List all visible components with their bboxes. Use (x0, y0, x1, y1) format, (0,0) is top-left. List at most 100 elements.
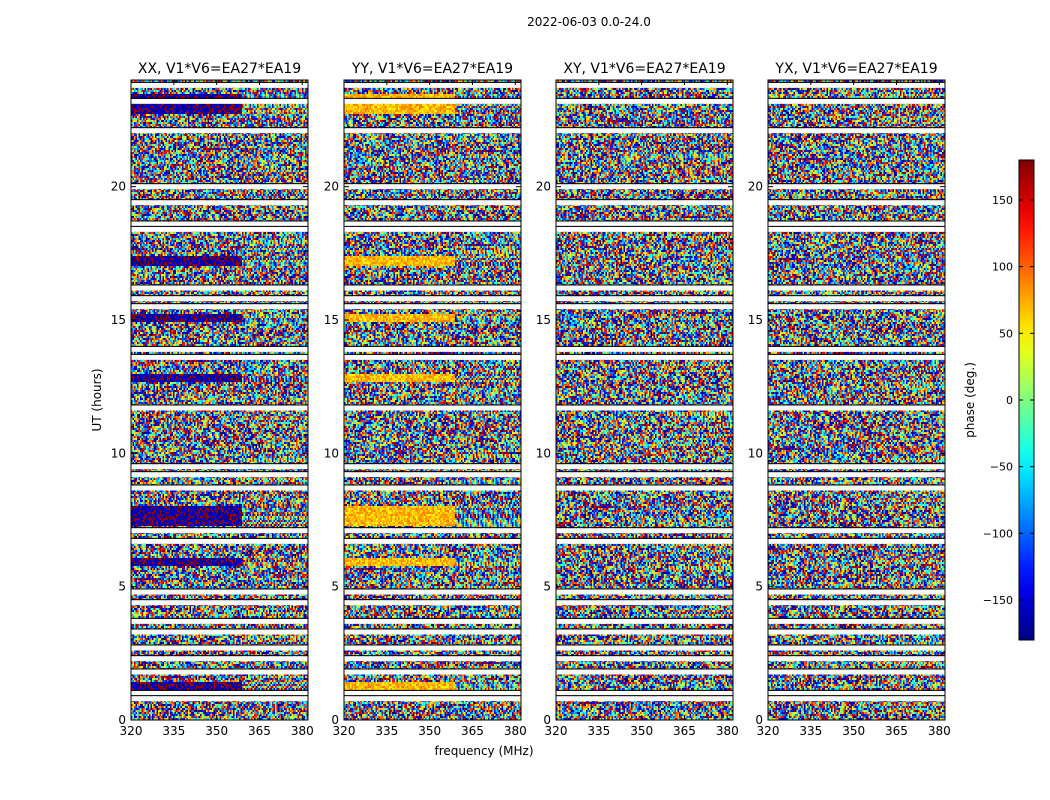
flagged-row (556, 128, 733, 134)
flagged-row (556, 405, 733, 411)
x-tick-label: 335 (375, 724, 398, 738)
flagged-row (768, 354, 945, 360)
flagged-row (768, 690, 945, 696)
flagged-row (131, 472, 308, 478)
flagged-row (556, 690, 733, 696)
flagged-row (131, 528, 308, 534)
x-tick-label: 335 (587, 724, 610, 738)
flagged-row (556, 589, 733, 595)
flagged-row (131, 600, 308, 606)
flagged-row (131, 696, 308, 702)
flagged-row (344, 226, 521, 232)
y-tick-label: 5 (755, 580, 763, 594)
flagged-row (344, 696, 521, 702)
x-tick-label: 380 (291, 724, 314, 738)
colorbar-tick-label: 0 (1006, 394, 1013, 407)
panel-title: YY, V1*V6=EA27*EA19 (351, 61, 513, 77)
y-tick-label: 10 (748, 446, 763, 460)
x-tick-label: 350 (842, 724, 865, 738)
flagged-row (768, 296, 945, 302)
flagged-row (768, 346, 945, 352)
flagged-row (131, 464, 308, 470)
flagged-row (131, 656, 308, 662)
flagged-row (768, 98, 945, 104)
flagged-row (131, 629, 308, 635)
flagged-row (344, 589, 521, 595)
flagged-row (768, 645, 945, 651)
flagged-row (344, 656, 521, 662)
flagged-row (344, 354, 521, 360)
flagged-row (556, 618, 733, 624)
flagged-row (344, 296, 521, 302)
flagged-row (556, 98, 733, 104)
flagged-row (556, 184, 733, 190)
y-tick-label: 0 (755, 713, 763, 727)
flagged-row (768, 669, 945, 675)
y-tick-label: 10 (111, 446, 126, 460)
flagged-row (344, 464, 521, 470)
flagged-row (131, 226, 308, 232)
x-tick-label: 335 (162, 724, 185, 738)
flagged-row (768, 221, 945, 227)
x-tick-label: 320 (333, 724, 356, 738)
flagged-row (131, 184, 308, 190)
panel-frame (343, 79, 522, 721)
flagged-row (344, 645, 521, 651)
panel-2: YY, V1*V6=EA27*EA19 320 335 350 365 380 0 5 10 15… (324, 61, 527, 738)
flagged-row (344, 285, 521, 291)
flagged-row (768, 304, 945, 310)
flagged-row (131, 82, 308, 88)
flagged-row (344, 629, 521, 635)
y-tick-label: 5 (118, 580, 126, 594)
x-tick-label: 350 (205, 724, 228, 738)
panel-title: XY, V1*V6=EA27*EA19 (563, 61, 725, 77)
y-tick-label: 10 (536, 446, 551, 460)
flagged-row (344, 200, 521, 206)
y-tick-label: 15 (111, 313, 126, 327)
y-tick-label: 5 (331, 580, 339, 594)
x-tick-label: 320 (757, 724, 780, 738)
y-tick-label: 0 (118, 713, 126, 727)
flagged-row (768, 656, 945, 662)
x-tick-label: 380 (504, 724, 527, 738)
y-axis-label: UT (hours) (90, 368, 104, 431)
panel-4: YX, V1*V6=EA27*EA19 320 335 350 365 380 0 5 10 15… (748, 61, 951, 738)
flagged-row (131, 618, 308, 624)
flagged-row (344, 346, 521, 352)
x-tick-label: 365 (673, 724, 696, 738)
flagged-row (768, 464, 945, 470)
x-tick-label: 380 (716, 724, 739, 738)
y-tick-label: 20 (748, 180, 763, 194)
phase-image (131, 80, 308, 720)
flagged-row (556, 600, 733, 606)
flagged-row (556, 296, 733, 302)
flagged-row (344, 538, 521, 544)
flagged-row (344, 472, 521, 478)
panels-group: XX, V1*V6=EA27*EA19 320 335 350 365 380 0 5 10 15… (111, 61, 951, 738)
flagged-row (131, 128, 308, 134)
flagged-row (768, 82, 945, 88)
y-tick-label: 20 (324, 180, 339, 194)
y-tick-label: 15 (536, 313, 551, 327)
phase-image (344, 80, 521, 720)
flagged-row (768, 618, 945, 624)
panel-frame (555, 79, 734, 721)
flagged-row (131, 690, 308, 696)
x-axis-label: frequency (MHz) (434, 744, 533, 758)
x-tick-label: 320 (545, 724, 568, 738)
flagged-row (556, 226, 733, 232)
x-tick-label: 365 (461, 724, 484, 738)
y-tick-label: 20 (111, 180, 126, 194)
phase-image (768, 80, 945, 720)
colorbar-tick-label: 100 (992, 261, 1013, 274)
flagged-row (344, 669, 521, 675)
x-tick-label: 335 (799, 724, 822, 738)
flagged-row (131, 346, 308, 352)
flagged-row (131, 98, 308, 104)
flagged-row (556, 538, 733, 544)
colorbar-tick-label: −150 (983, 594, 1013, 607)
flagged-row (556, 472, 733, 478)
flagged-row (556, 528, 733, 534)
x-tick-label: 365 (248, 724, 271, 738)
panel-frame (767, 79, 946, 721)
